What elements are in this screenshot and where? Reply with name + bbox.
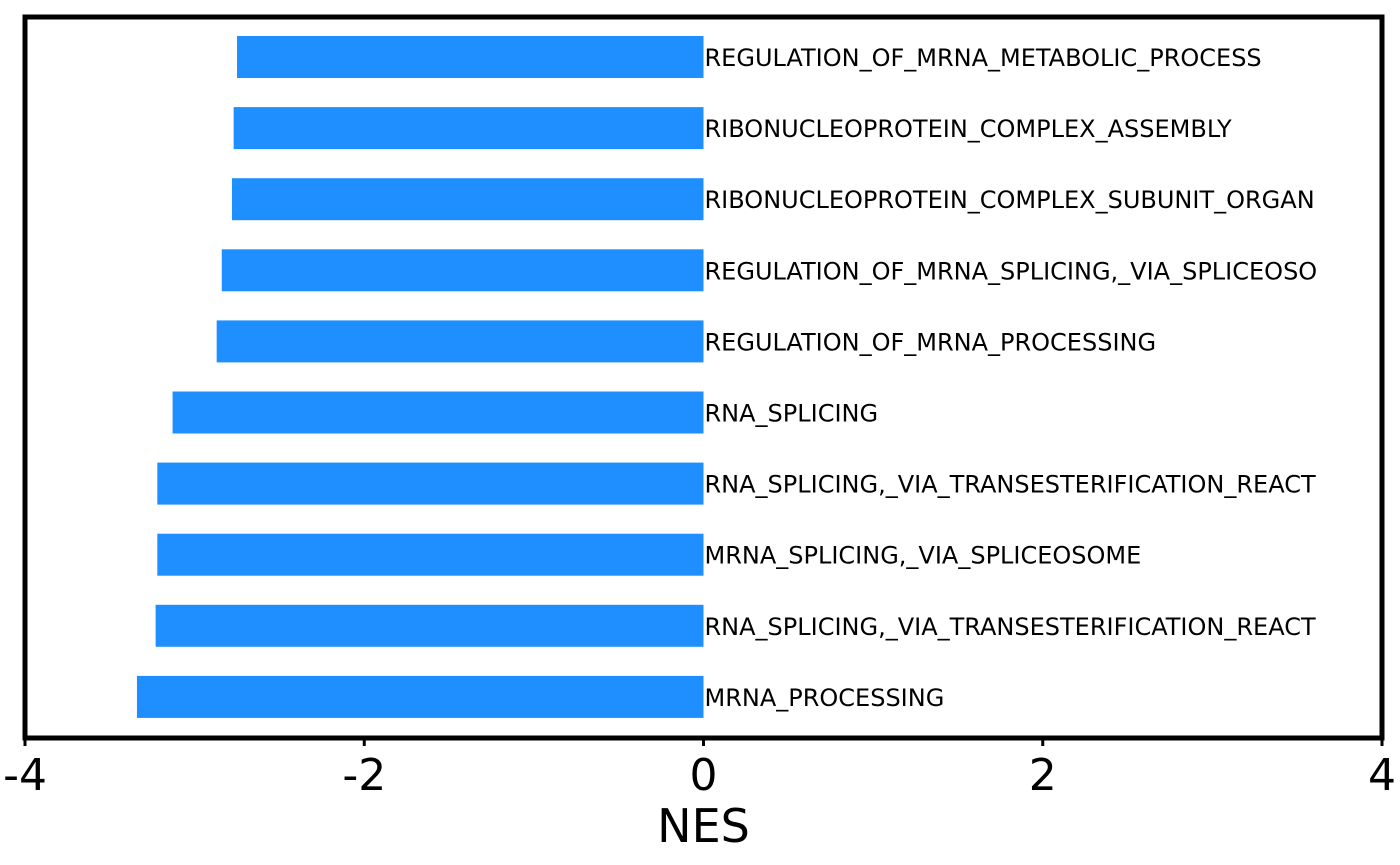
- bar-labels-layer: REGULATION_OF_MRNA_METABOLIC_PROCESS RIBO…: [705, 44, 1318, 712]
- bar-label: RIBONUCLEOPROTEIN_COMPLEX_ASSEMBLY: [705, 115, 1232, 143]
- bar: [157, 533, 704, 576]
- x-tick-label: 0: [690, 750, 718, 801]
- x-tick-label: 2: [1029, 750, 1057, 801]
- bar-label: RNA_SPLICING,_VIA_TRANSESTERIFICATION_RE…: [705, 471, 1316, 499]
- bar-label: REGULATION_OF_MRNA_SPLICING,_VIA_SPLICEO…: [705, 257, 1318, 285]
- bar: [155, 604, 704, 647]
- bar: [216, 320, 704, 363]
- bar-label: RNA_SPLICING: [705, 400, 879, 428]
- bar-label: REGULATION_OF_MRNA_PROCESSING: [705, 328, 1157, 356]
- x-tick-label: 4: [1368, 750, 1396, 801]
- bar: [233, 107, 704, 150]
- bar-label: REGULATION_OF_MRNA_METABOLIC_PROCESS: [705, 44, 1262, 72]
- x-tick-label: -4: [3, 750, 47, 801]
- x-axis-title: NES: [657, 799, 750, 853]
- bar: [172, 391, 704, 434]
- bar: [231, 178, 704, 221]
- bars-layer: [136, 36, 704, 718]
- bar: [221, 249, 704, 292]
- bar: [157, 462, 704, 505]
- bar-label: RIBONUCLEOPROTEIN_COMPLEX_SUBUNIT_ORGAN: [705, 186, 1315, 214]
- bar: [136, 675, 704, 718]
- bar-label: MRNA_PROCESSING: [705, 684, 945, 712]
- x-axis-ticks: -4 -2 0 2 4: [3, 738, 1396, 801]
- bar: [237, 36, 704, 78]
- bar-label: RNA_SPLICING,_VIA_TRANSESTERIFICATION_RE…: [705, 613, 1316, 641]
- bar-label: MRNA_SPLICING,_VIA_SPLICEOSOME: [705, 542, 1142, 570]
- x-tick-label: -2: [342, 750, 386, 801]
